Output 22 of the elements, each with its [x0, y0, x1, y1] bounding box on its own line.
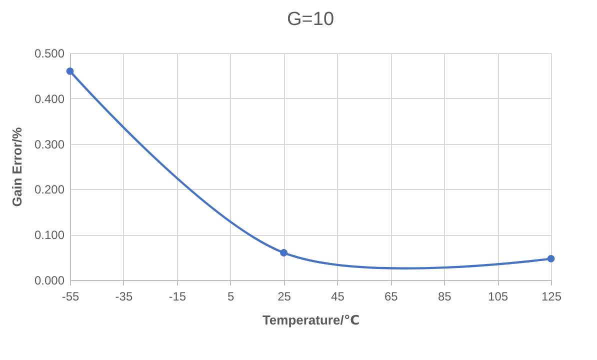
x-tick-label: 5	[227, 290, 234, 304]
y-tick-label: 0.000	[34, 274, 65, 288]
y-tick-label: 0.400	[34, 92, 65, 106]
x-tick-label: 25	[278, 290, 292, 304]
y-tick-label: 0.200	[34, 182, 65, 197]
x-tick-label: -35	[115, 290, 133, 304]
x-axis-title: Temperature/℃	[262, 312, 360, 328]
y-tick-label: 0.100	[34, 228, 65, 242]
chart-title: G=10	[286, 9, 334, 30]
x-tick-label: -55	[62, 290, 80, 304]
x-tick-label: 65	[384, 290, 398, 304]
x-tick-label: 105	[488, 290, 508, 304]
y-axis-title: Gain Error/%	[9, 126, 24, 207]
point	[66, 67, 74, 75]
x-tick-label: -15	[168, 290, 186, 304]
x-tick-label: 85	[438, 290, 452, 304]
x-tick-label: 45	[331, 290, 345, 304]
point	[547, 254, 555, 262]
y-tick-label: 0.500	[34, 46, 65, 60]
y-tick-label: 0.300	[34, 137, 65, 152]
point	[280, 249, 288, 256]
x-tick-label: 125	[541, 290, 562, 304]
